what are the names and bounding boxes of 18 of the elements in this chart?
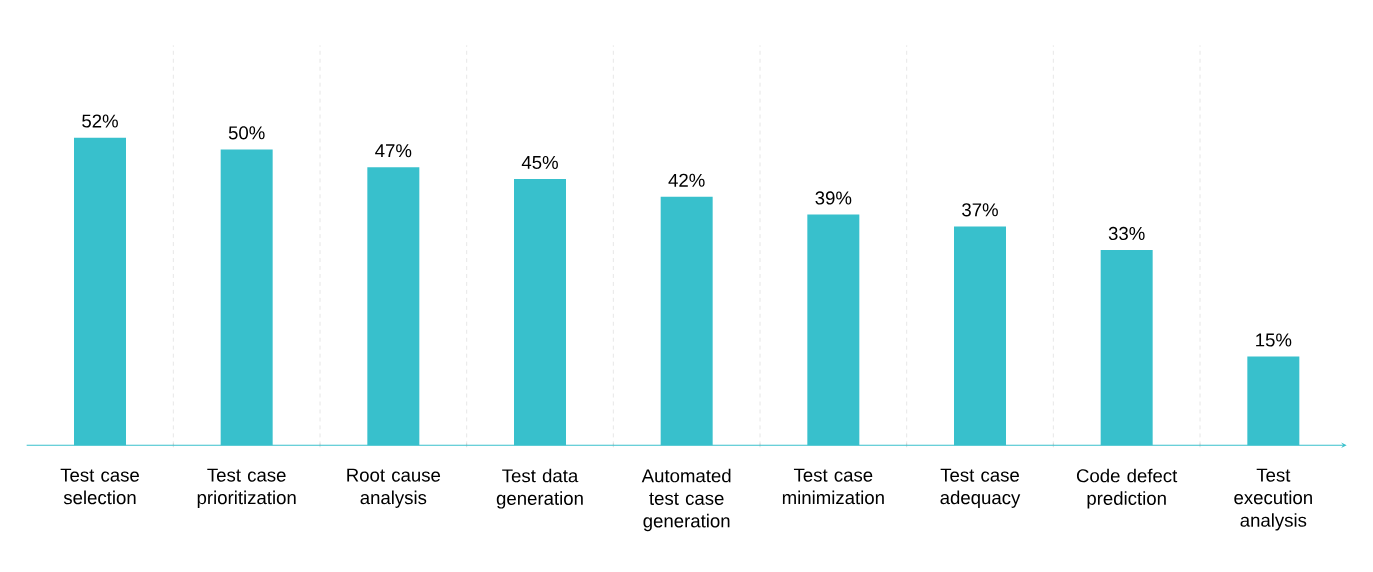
data-label: 42% [668, 173, 705, 187]
x-tick-label: Test data generation [496, 468, 583, 509]
x-tick-label: Test execution analysis [1234, 468, 1312, 531]
x-tick-label: Root cause analysis [347, 468, 441, 508]
data-label: 37% [962, 203, 998, 217]
x-tick-label: Test case prioritization [197, 468, 296, 508]
x-tick-label: Test case minimization [782, 468, 884, 505]
x-tick-label: Test case adequacy [940, 468, 1021, 508]
x-tick-label: Automated test case generation [641, 468, 731, 532]
x-tick-label: Test case selection [60, 468, 139, 505]
data-label: 15% [1256, 333, 1292, 347]
data-label: 33% [1108, 226, 1145, 241]
data-label: 47% [375, 144, 412, 158]
data-label: 50% [228, 126, 265, 140]
data-label: 45% [521, 155, 558, 170]
x-tick-label: Code defect prediction [1076, 468, 1178, 509]
data-label: 52% [82, 114, 118, 128]
data-label: 39% [815, 191, 852, 205]
